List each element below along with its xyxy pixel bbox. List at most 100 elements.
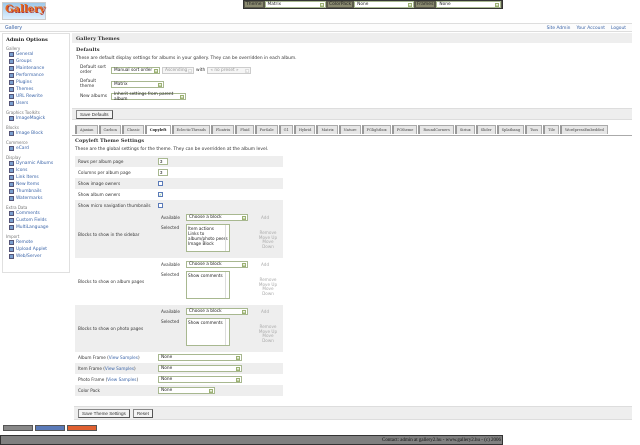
tab-eclecticthreads[interactable]: EclecticThreads — [171, 125, 210, 134]
tab-classic[interactable]: Classic — [121, 125, 144, 134]
sidebar-item-upload-applet[interactable]: Upload Applet — [6, 246, 66, 253]
gallery-badge[interactable] — [35, 425, 65, 431]
sidebar-item-icons[interactable]: Icons — [6, 167, 66, 174]
sidebar-item-imagemagick[interactable]: ImageMagick — [6, 115, 66, 122]
image-owners-checkbox[interactable] — [158, 181, 163, 186]
tab-fluid[interactable]: Fluid — [235, 125, 254, 134]
tab-ajaxian[interactable]: Ajaxian — [75, 125, 98, 134]
frames-select[interactable]: None ▼ — [436, 1, 501, 8]
photo-blocks-selected-list[interactable]: Show comments — [186, 318, 230, 346]
sidebar-item-custom-fields[interactable]: Custom Fields — [6, 217, 66, 224]
reset-button[interactable]: Reset — [132, 408, 153, 418]
tab-nature[interactable]: Nature — [338, 125, 361, 134]
album-owners-checkbox[interactable]: ✓ — [158, 192, 163, 197]
add-button[interactable]: Add — [261, 309, 270, 314]
sidebar-item-performance[interactable]: Performance — [6, 72, 66, 79]
new-albums-select[interactable]: Inherit settings from parent album ▼ — [111, 92, 186, 102]
sidebar-item-users[interactable]: Users — [6, 100, 66, 107]
photo-frame-view-samples-link[interactable]: View Samples — [107, 377, 137, 382]
validator-badge[interactable] — [3, 425, 33, 431]
move-up-button[interactable]: Move Up — [258, 281, 278, 287]
tab-pgtheme[interactable]: PGtheme — [391, 125, 418, 134]
sidebar-item-url-rewrite[interactable]: URL Rewrite — [6, 93, 66, 100]
tab-copyleft[interactable]: Copyleft — [144, 125, 171, 134]
scrollbar[interactable] — [225, 225, 229, 251]
theme-select[interactable]: Matrix ▼ — [264, 1, 327, 8]
sidebar-item-maintenance[interactable]: Maintenance — [6, 65, 66, 72]
module-icon — [9, 161, 14, 166]
photo-frame-select[interactable]: None ▼ — [158, 376, 242, 383]
sidebar-blocks-selected-list[interactable]: Item actions Links to album/photo peers Im… — [186, 224, 230, 252]
tab-hybrid[interactable]: Hybrid — [293, 125, 316, 134]
sidebar-item-link-items[interactable]: Link Items — [6, 174, 66, 181]
rows-input[interactable] — [158, 158, 168, 165]
remove-button[interactable]: Remove — [259, 230, 277, 235]
sidebar-item-new-items[interactable]: New Items — [6, 181, 66, 188]
sort-order-select[interactable]: Manual sort order ▼ — [111, 66, 160, 74]
sidebar-item-ecard[interactable]: eCard — [6, 145, 66, 152]
colorpack-select[interactable]: None ▼ — [354, 1, 415, 8]
tab-wordpressembedded[interactable]: WordpressEmbedded — [559, 125, 608, 134]
selected-block-item[interactable]: Show comments — [188, 273, 223, 278]
sidebar-item-themes[interactable]: Themes — [6, 86, 66, 93]
tab-carbon[interactable]: Carbon — [98, 125, 121, 134]
logout-link[interactable]: Logout — [610, 26, 626, 31]
sidebar-item-dynamic-albums[interactable]: Dynamic Albums — [6, 160, 66, 167]
item-frame-view-samples-link[interactable]: View Samples — [104, 366, 135, 371]
sidebar-item-web-server[interactable]: Web/Server — [6, 253, 66, 260]
tab-slider[interactable]: Slider — [475, 125, 496, 134]
color-pack-select[interactable]: None ▼ — [158, 387, 215, 394]
item-frame-select[interactable]: None ▼ — [158, 365, 242, 372]
default-theme-select[interactable]: Matrix ▼ — [111, 80, 164, 88]
selected-block-item[interactable]: Image Block — [188, 241, 214, 246]
remove-button[interactable]: Remove — [259, 324, 277, 329]
gallery-logo[interactable]: Gallery — [2, 2, 46, 20]
sidebar-item-general[interactable]: General — [6, 51, 66, 58]
selected-block-item[interactable]: Show comments — [188, 320, 223, 325]
tab-forsale[interactable]: ForSale — [254, 125, 278, 134]
tab-splatbang[interactable]: Splatbang — [496, 125, 525, 134]
move-down-button[interactable]: Move Down — [262, 333, 274, 343]
sidebar-item-groups[interactable]: Groups — [6, 58, 66, 65]
tab-matrix[interactable]: Matrix — [316, 125, 338, 134]
album-blocks-available-select[interactable]: Choose a block ▼ — [186, 261, 248, 268]
sidebar-item-thumbnails[interactable]: Thumbnails — [6, 188, 66, 195]
tab-roundcorners[interactable]: RoundCorners — [418, 125, 454, 134]
sidebar-item-image-block[interactable]: Image Block — [6, 130, 66, 137]
move-down-button[interactable]: Move Down — [262, 239, 274, 249]
your-account-link[interactable]: Your Account — [576, 26, 605, 31]
sidebar-item-watermarks[interactable]: Watermarks — [6, 195, 66, 202]
scrollbar[interactable] — [225, 272, 229, 298]
album-frame-view-samples-link[interactable]: View Samples — [108, 355, 138, 360]
tab-pglightbox[interactable]: PGlightbox — [361, 125, 391, 134]
add-button[interactable]: Add — [261, 215, 270, 220]
move-up-button[interactable]: Move Up — [258, 328, 278, 334]
breadcrumb-gallery[interactable]: Gallery — [5, 26, 23, 31]
photo-blocks-available-select[interactable]: Choose a block ▼ — [186, 308, 248, 315]
save-theme-settings-button[interactable]: Save Theme Settings — [78, 408, 130, 418]
move-up-button[interactable]: Move Up — [258, 234, 278, 240]
save-defaults-button[interactable]: Save Defaults — [76, 109, 113, 119]
gallery-badge-2[interactable] — [67, 425, 97, 431]
tab-tsos[interactable]: Tsos — [525, 125, 543, 134]
remove-button[interactable]: Remove — [259, 277, 277, 282]
move-down-button[interactable]: Move Down — [262, 286, 274, 296]
tab-siriux[interactable]: Siriux — [454, 125, 475, 134]
cols-input[interactable] — [158, 169, 168, 176]
album-frame-select[interactable]: None ▼ — [158, 354, 242, 361]
tab-g1[interactable]: G1 — [278, 125, 293, 134]
sidebar-item-comments[interactable]: Comments — [6, 210, 66, 217]
sidebar-item-plugins[interactable]: Plugins — [6, 79, 66, 86]
sidebar-blocks-available-select[interactable]: Choose a block ▼ — [186, 214, 248, 221]
scrollbar[interactable] — [225, 319, 229, 345]
album-blocks-selected-list[interactable]: Show comments — [186, 271, 230, 299]
add-button[interactable]: Add — [261, 262, 270, 267]
site-admin-link[interactable]: Site Admin — [546, 26, 571, 31]
selected-block-item[interactable]: Item actions — [188, 226, 214, 231]
selected-block-item[interactable]: Links to album/photo peers — [188, 231, 228, 241]
tab-tile[interactable]: Tile — [543, 125, 559, 134]
micro-nav-checkbox[interactable] — [158, 203, 163, 208]
tab-floatrix[interactable]: Floatrix — [210, 125, 235, 134]
sidebar-item-multilanguage[interactable]: MultiLanguage — [6, 224, 66, 231]
sidebar-item-remote[interactable]: Remote — [6, 239, 66, 246]
